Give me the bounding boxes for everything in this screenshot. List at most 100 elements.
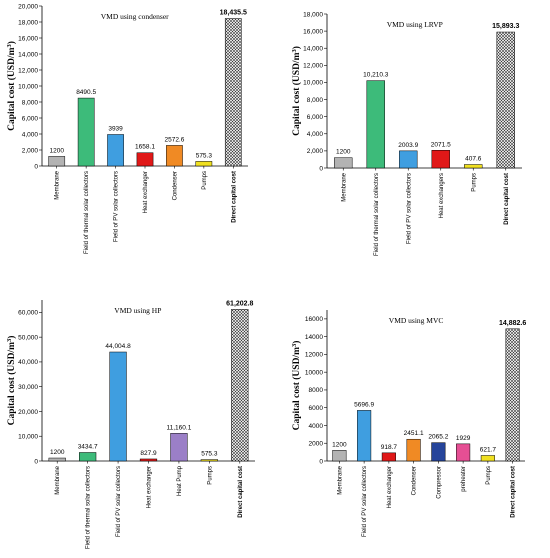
- x-tick-label: Direct capital cost: [511, 466, 517, 518]
- x-tick-label: Heat exchangers: [439, 173, 445, 218]
- y-tick-label: 40,000: [18, 359, 38, 366]
- chart-condenser: 0 2,000 4,000 6,000 8,000 10,000 12,000 14,000 1…: [6, 3, 248, 254]
- bar-field-of-pv-solar-collectors: [357, 410, 372, 462]
- chart-title: VMD using HP: [114, 306, 161, 315]
- x-tick-label: Direct capital cost: [504, 173, 510, 225]
- chart-mvc: 0 2000 4000 6000 8000 10000 12000 14000 16000 Cap…: [291, 310, 526, 537]
- data-label: 918.7: [381, 444, 398, 451]
- x-tick-label: preheater: [461, 466, 467, 492]
- chart-panel-condenser: 0 2,000 4,000 6,000 8,000 10,000 12,000 14,000 1…: [0, 0, 275, 279]
- x-tick-label: Membrane: [55, 465, 61, 494]
- data-label: 14,882.6: [499, 320, 526, 327]
- y-axis-label: Capital cost (USD/m3): [6, 336, 17, 426]
- data-label: 2071.5: [431, 141, 451, 148]
- data-label: 11,160.1: [167, 424, 192, 431]
- bar-condenser: [406, 438, 421, 462]
- y-tick-label: 14,000: [18, 51, 38, 58]
- data-label: 575.3: [196, 152, 213, 159]
- x-tick-label: Membrane: [337, 465, 343, 494]
- y-axis-label: Capital cost (USD/m3): [291, 46, 302, 136]
- y-tick-label: 2000: [309, 441, 324, 448]
- x-tick-label: Heat exchanger: [387, 466, 393, 508]
- data-label: 8490.5: [76, 89, 96, 96]
- y-tick-label: 60,000: [18, 310, 38, 317]
- y-tick-label: 18,000: [303, 11, 323, 18]
- bar-pumps: [200, 459, 218, 462]
- bar-membrane: [334, 157, 353, 169]
- y-tick-label: 0: [319, 165, 323, 172]
- y-tick-label: 18,000: [18, 19, 38, 26]
- x-tick-label: Pumps: [202, 171, 208, 190]
- chart-title: VMD using condenser: [101, 12, 169, 21]
- bar-condenser: [166, 145, 183, 167]
- data-label: 18,435.5: [220, 10, 247, 17]
- x-tick-label: Heat exchanger: [143, 171, 149, 213]
- bar-pumps: [464, 164, 483, 169]
- bar-membrane: [332, 450, 347, 462]
- x-tick-label: Membrane: [55, 170, 61, 199]
- bar-direct-capital-cost: [231, 309, 249, 462]
- y-tick-label: 10,000: [303, 80, 323, 87]
- data-label: 1200: [332, 441, 347, 448]
- x-tick-label: Field of thermal solar collectors: [84, 171, 90, 254]
- bar-direct-capital-cost: [496, 31, 515, 169]
- x-tick-label: Field of PV solar collectors: [116, 466, 122, 537]
- bar-field-of-thermal-solar-collectors: [77, 97, 95, 167]
- data-label: 15,893.3: [492, 23, 519, 30]
- bar-heat-exchanger: [139, 458, 158, 462]
- x-tick-label: Condenser: [412, 466, 418, 495]
- data-label: 1200: [50, 449, 65, 456]
- bar-heat-pump: [170, 433, 188, 462]
- data-label: 1658.1: [135, 144, 155, 151]
- data-label: 10,210.3: [363, 72, 389, 79]
- x-tick-label: Field of PV solar collectors: [114, 171, 120, 242]
- chart-panel-mvc: 0 2000 4000 6000 8000 10000 12000 14000 16000 Cap…: [275, 279, 550, 558]
- data-label: 2065.2: [428, 434, 448, 441]
- y-tick-label: 4,000: [22, 131, 39, 138]
- data-label: 1200: [336, 149, 351, 156]
- y-tick-label: 30,000: [18, 384, 38, 391]
- chart-panel-lrvp: 0 2,000 4,000 6,000 8,000 10,000 12,000 14,000 1…: [275, 0, 550, 279]
- y-tick-label: 0: [34, 458, 38, 465]
- x-tick-label: Field of thermal solar collectors: [374, 173, 380, 256]
- data-label: 1200: [49, 147, 64, 154]
- bar-direct-capital-cost: [505, 328, 520, 462]
- y-tick-label: 6,000: [22, 115, 39, 122]
- bar-pumps: [480, 455, 495, 462]
- data-label: 827.9: [140, 450, 157, 457]
- y-tick-label: 50,000: [18, 334, 38, 341]
- y-axis-label: Capital cost (USD/m3): [6, 41, 17, 131]
- y-axis-label: Capital cost (USD/m3): [291, 341, 302, 431]
- y-tick-label: 16000: [305, 316, 323, 323]
- y-tick-label: 16,000: [303, 28, 323, 35]
- y-tick-label: 20,000: [18, 3, 38, 10]
- x-tick-label: Direct capital cost: [238, 466, 244, 518]
- bar-heat-exchanger: [136, 152, 154, 167]
- bar-direct-capital-cost: [224, 18, 242, 167]
- y-tick-label: 12,000: [18, 67, 38, 74]
- bar-field-of-pv-solar-collectors: [399, 150, 418, 169]
- x-tick-label: Field of PV solar collectors: [362, 466, 368, 537]
- y-tick-label: 0: [34, 163, 38, 170]
- bar-heat-exchanger: [381, 452, 396, 462]
- data-label: 5696.9: [354, 401, 374, 408]
- y-tick-label: 8,000: [22, 99, 39, 106]
- y-tick-label: 14000: [305, 334, 323, 341]
- y-tick-label: 8000: [309, 387, 324, 394]
- x-tick-label: Pumps: [471, 173, 477, 192]
- y-tick-label: 16,000: [18, 35, 38, 42]
- y-tick-label: 4000: [309, 423, 324, 430]
- chart-panel-hp: 0 10,000 20,000 30,000 40,000 50,000 60,000 Cap…: [0, 279, 275, 558]
- chart-title: VMD using MVC: [389, 316, 444, 325]
- x-tick-label: Membrane: [341, 172, 347, 201]
- y-tick-label: 12000: [305, 352, 323, 359]
- bar-compressor: [431, 442, 446, 462]
- bar-preheater: [456, 443, 471, 462]
- y-tick-label: 6,000: [307, 114, 324, 121]
- y-tick-label: 10000: [305, 369, 323, 376]
- bar-field-of-thermal-solar-collectors: [366, 80, 385, 169]
- bar-heat-exchangers: [431, 150, 450, 169]
- data-label: 407.6: [465, 156, 482, 163]
- bar-field-of-thermal-solar-collectors: [79, 452, 97, 462]
- x-tick-label: Pumps: [207, 466, 213, 485]
